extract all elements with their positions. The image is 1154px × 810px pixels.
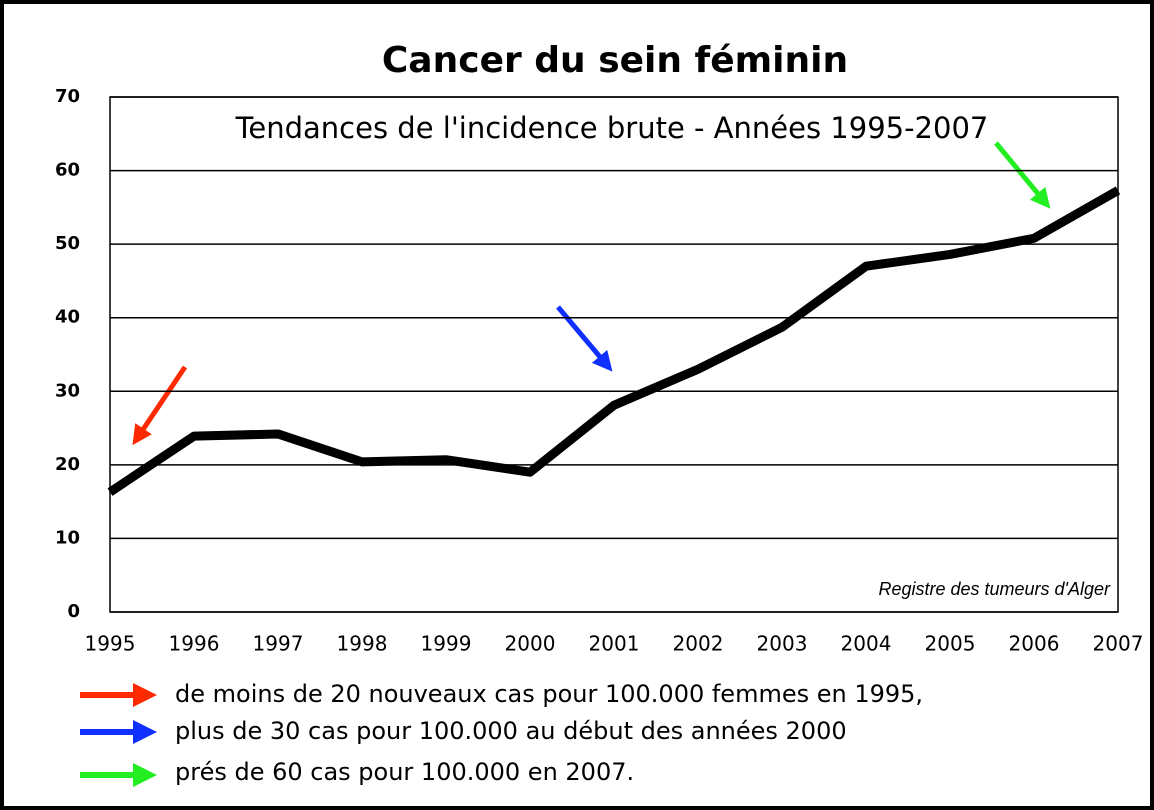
y-tick-label: 70 (55, 86, 80, 107)
y-tick-label: 60 (55, 160, 80, 181)
annotation-arrow (994, 141, 1051, 209)
x-tick-label: 2003 (757, 632, 808, 656)
x-tick-label: 2004 (841, 632, 892, 656)
note: prés de 60 cas pour 100.000 en 2007. (175, 758, 634, 786)
y-tick-label: 40 (55, 307, 80, 328)
y-tick-label: 50 (55, 233, 80, 254)
x-tick-label: 2006 (1009, 632, 1060, 656)
x-tick-label: 1999 (421, 632, 472, 656)
y-tick-label: 30 (55, 380, 80, 401)
y-tick-label: 10 (55, 527, 80, 548)
annotation-arrow (556, 305, 613, 372)
y-tick-label: 0 (67, 601, 80, 622)
x-tick-label: 2007 (1093, 632, 1144, 656)
x-tick-label: 1998 (337, 632, 388, 656)
x-tick-label: 2001 (589, 632, 640, 656)
x-tick-label: 2000 (505, 632, 556, 656)
x-tick-label: 2002 (673, 632, 724, 656)
source: Registre des tumeurs d'Alger (878, 579, 1111, 599)
x-tick-label: 1995 (85, 632, 136, 656)
y-tick-label: 20 (55, 454, 80, 475)
chart-subtitle: Tendances de l'incidence brute - Années … (235, 111, 989, 145)
note: plus de 30 cas pour 100.000 au début des… (175, 717, 847, 745)
x-tick-label: 1996 (169, 632, 220, 656)
chart-title: Cancer du sein féminin (382, 40, 848, 81)
note: de moins de 20 nouveaux cas pour 100.000… (175, 680, 923, 708)
x-tick-label: 2005 (925, 632, 976, 656)
plot-area (109, 96, 1119, 613)
x-tick-label: 1997 (253, 632, 304, 656)
annotation-arrow (132, 365, 188, 446)
data-line (107, 186, 1121, 496)
